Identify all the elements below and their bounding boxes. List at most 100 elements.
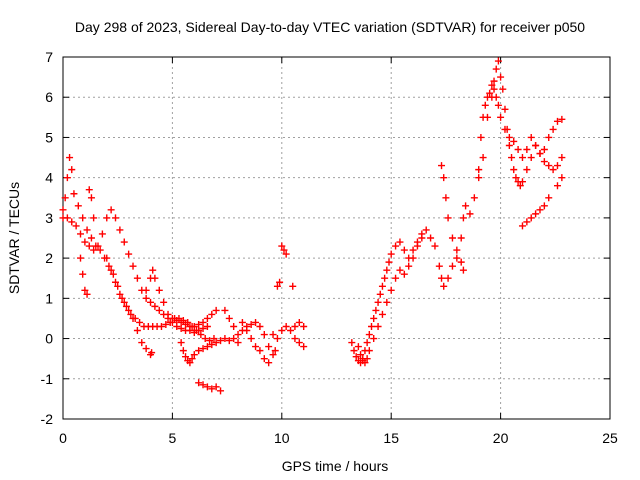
data-point	[210, 335, 218, 343]
y-tick-label: -1	[41, 371, 54, 387]
data-point	[350, 347, 358, 355]
data-point	[182, 320, 190, 328]
data-point	[63, 214, 71, 222]
data-point	[532, 141, 540, 149]
data-point	[295, 339, 303, 347]
data-point	[203, 314, 211, 322]
data-point	[440, 174, 448, 182]
data-point	[87, 234, 95, 242]
x-tick-label: 15	[383, 430, 399, 446]
data-point	[396, 238, 404, 246]
data-point	[230, 335, 238, 343]
data-point	[177, 318, 185, 326]
data-point	[129, 262, 137, 270]
data-point	[212, 339, 220, 347]
data-point	[269, 351, 277, 359]
data-point	[87, 194, 95, 202]
data-point	[409, 254, 417, 262]
data-point	[260, 355, 268, 363]
data-point	[431, 242, 439, 250]
grid	[63, 57, 610, 419]
series-track-d	[142, 266, 211, 337]
data-point	[225, 314, 233, 322]
data-point	[348, 339, 356, 347]
data-point	[558, 115, 566, 123]
data-point	[151, 274, 159, 282]
data-point	[422, 226, 430, 234]
data-point	[252, 318, 260, 326]
data-point	[177, 325, 185, 332]
data-point	[199, 345, 207, 353]
data-point	[383, 298, 391, 306]
data-point	[545, 194, 553, 202]
data-point	[265, 343, 273, 351]
data-point	[492, 93, 500, 101]
data-point	[90, 214, 98, 222]
data-point	[120, 238, 128, 246]
data-point	[494, 57, 502, 65]
data-point	[438, 274, 446, 282]
data-point	[85, 186, 93, 194]
data-point	[385, 258, 393, 266]
data-point	[352, 353, 360, 361]
data-point	[203, 322, 211, 330]
data-point	[203, 383, 211, 391]
data-point	[527, 154, 535, 162]
data-point	[363, 355, 371, 363]
data-point	[61, 194, 69, 202]
data-point	[177, 339, 185, 347]
data-point	[295, 318, 303, 326]
data-point	[199, 318, 207, 326]
data-point	[142, 286, 150, 294]
data-point	[427, 234, 435, 242]
data-point	[553, 182, 561, 190]
data-point	[90, 246, 98, 254]
data-point	[470, 194, 478, 202]
data-point	[160, 298, 168, 306]
y-tick-label: 5	[45, 129, 53, 145]
data-point	[287, 327, 295, 335]
data-point	[234, 331, 242, 339]
data-point	[370, 335, 378, 343]
data-point	[107, 266, 115, 274]
data-point	[125, 250, 133, 258]
data-point	[280, 246, 288, 254]
data-point	[273, 282, 281, 290]
data-point	[374, 322, 382, 330]
data-points	[59, 57, 566, 395]
data-point	[453, 254, 461, 262]
data-point	[518, 178, 526, 186]
data-point	[206, 337, 214, 345]
data-point	[370, 314, 378, 322]
data-point	[127, 310, 135, 318]
data-point	[396, 266, 404, 274]
data-point	[545, 133, 553, 141]
data-point	[508, 154, 516, 162]
data-point	[278, 327, 286, 335]
data-point	[488, 81, 496, 89]
data-point	[365, 347, 373, 355]
data-point	[212, 306, 220, 314]
data-point	[173, 322, 181, 330]
data-point	[512, 174, 520, 182]
data-point	[195, 327, 203, 335]
series-track-a	[59, 154, 218, 345]
data-point	[269, 331, 277, 339]
data-point	[457, 258, 465, 266]
data-point	[357, 351, 365, 359]
data-point	[479, 113, 487, 121]
data-point	[486, 89, 494, 97]
data-point	[490, 85, 498, 93]
data-point	[133, 327, 141, 335]
data-point	[435, 262, 443, 270]
data-point	[256, 347, 264, 355]
data-point	[112, 278, 120, 286]
data-point	[221, 306, 229, 314]
data-point	[85, 242, 93, 250]
data-point	[59, 206, 67, 214]
data-point	[142, 294, 150, 302]
data-point	[383, 266, 391, 274]
series-track-c	[77, 186, 156, 359]
data-point	[256, 322, 264, 330]
